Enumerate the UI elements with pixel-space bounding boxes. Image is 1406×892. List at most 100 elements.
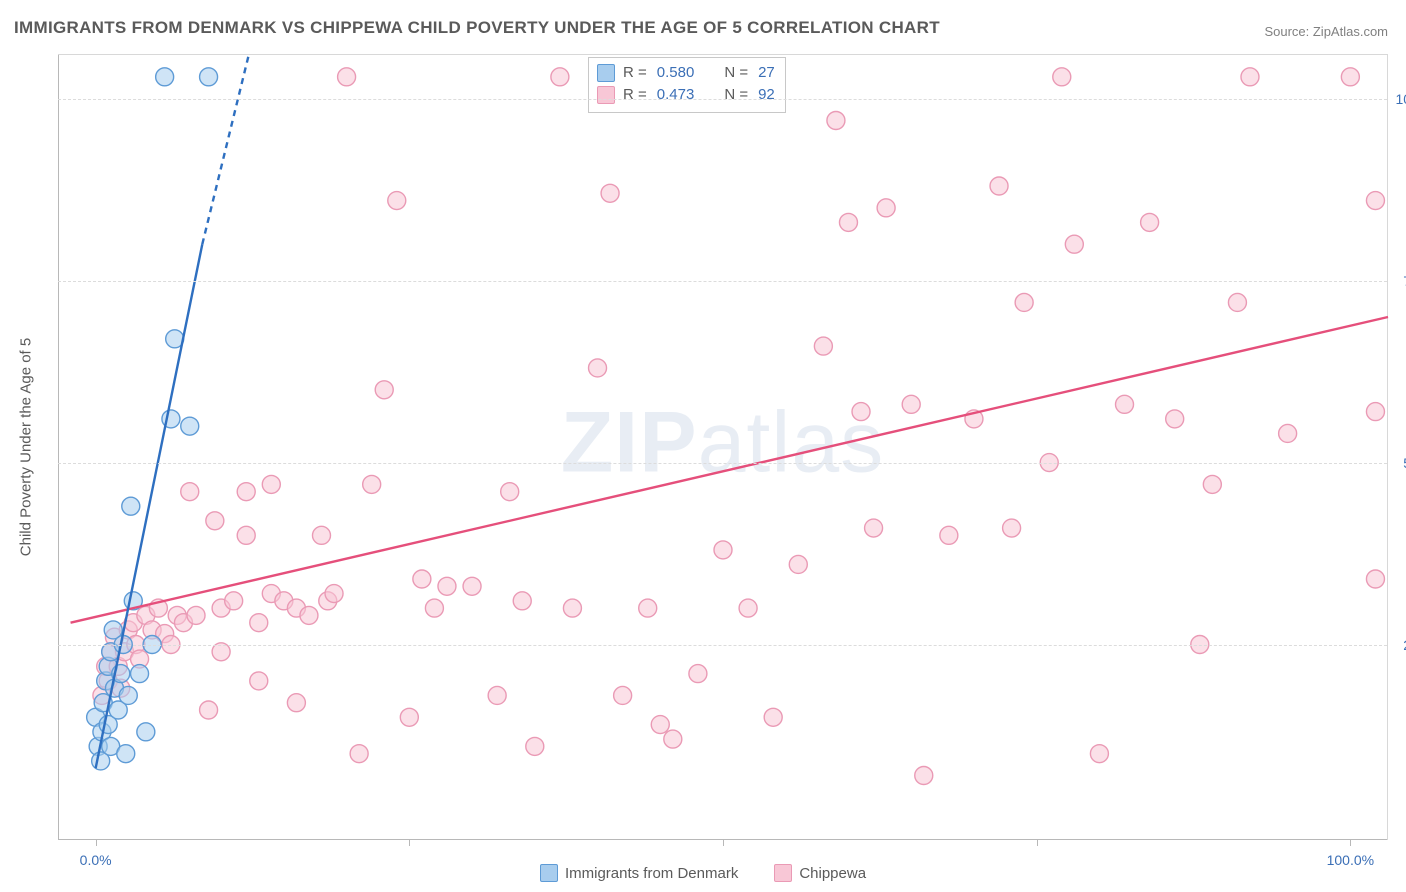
plot-area: ZIPatlas R =0.580N =27R =0.473N =92 25.0… [58,54,1388,840]
point-chippewa [739,599,757,617]
r-value: 0.580 [657,62,695,84]
point-chippewa [225,592,243,610]
y-tick-label: 50.0% [1393,455,1406,471]
point-chippewa [250,672,268,690]
point-chippewa [877,199,895,217]
series-legend: Immigrants from Denmark Chippewa [0,864,1406,886]
point-chippewa [852,403,870,421]
point-chippewa [764,708,782,726]
point-chippewa [526,737,544,755]
point-chippewa [181,483,199,501]
point-chippewa [300,606,318,624]
point-chippewa [1203,475,1221,493]
gridline [58,463,1387,464]
x-tick [723,840,724,846]
point-chippewa [400,708,418,726]
point-chippewa [902,395,920,413]
legend-item: Immigrants from Denmark [540,864,738,882]
point-chippewa [262,475,280,493]
point-denmark [181,417,199,435]
y-tick-label: 100.0% [1393,91,1406,107]
point-chippewa [651,716,669,734]
point-denmark [131,665,149,683]
point-chippewa [350,745,368,763]
stats-legend-row: R = 0.580 N = 27 [597,62,775,84]
point-chippewa [865,519,883,537]
point-chippewa [1090,745,1108,763]
point-chippewa [664,730,682,748]
point-chippewa [990,177,1008,195]
point-chippewa [915,767,933,785]
x-tick [409,840,410,846]
r-label: R = [623,62,647,84]
point-chippewa [614,686,632,704]
point-chippewa [287,694,305,712]
point-chippewa [237,526,255,544]
point-chippewa [714,541,732,559]
point-chippewa [237,483,255,501]
point-chippewa [488,686,506,704]
legend-label: Immigrants from Denmark [565,865,738,882]
point-chippewa [438,577,456,595]
x-tick [96,840,97,846]
n-label: N = [724,84,748,106]
point-chippewa [187,606,205,624]
x-tick [1037,840,1038,846]
point-chippewa [589,359,607,377]
point-chippewa [689,665,707,683]
r-value: 0.473 [657,84,695,106]
gridline [58,99,1387,100]
point-chippewa [200,701,218,719]
point-chippewa [1141,213,1159,231]
point-chippewa [513,592,531,610]
legend-swatch [597,86,615,104]
legend-swatch [774,864,792,882]
scatter-svg [58,55,1387,840]
point-chippewa [1366,570,1384,588]
point-denmark [156,68,174,86]
n-value: 27 [758,62,775,84]
point-chippewa [325,585,343,603]
gridline [58,645,1387,646]
legend-item: Chippewa [774,864,866,882]
legend-swatch [597,64,615,82]
y-tick-label: 75.0% [1393,273,1406,289]
point-chippewa [1166,410,1184,428]
point-denmark [122,497,140,515]
y-axis-label: Child Poverty Under the Age of 5 [18,338,35,556]
y-tick-label: 25.0% [1393,637,1406,653]
point-chippewa [1366,403,1384,421]
point-chippewa [940,526,958,544]
point-chippewa [1341,68,1359,86]
stats-legend: R = 0.580 N = 27R = 0.473 N = 92 [588,57,786,113]
point-chippewa [1241,68,1259,86]
point-denmark [119,686,137,704]
point-chippewa [1279,424,1297,442]
point-denmark [137,723,155,741]
point-chippewa [1228,293,1246,311]
point-chippewa [1065,235,1083,253]
point-chippewa [814,337,832,355]
n-label: N = [724,62,748,84]
x-tick [1350,840,1351,846]
gridline [58,281,1387,282]
point-chippewa [1003,519,1021,537]
trendline-denmark [96,244,203,768]
point-chippewa [425,599,443,617]
point-denmark [200,68,218,86]
point-chippewa [1053,68,1071,86]
point-chippewa [206,512,224,530]
point-chippewa [789,555,807,573]
point-chippewa [363,475,381,493]
point-chippewa [375,381,393,399]
point-chippewa [250,614,268,632]
point-denmark [117,745,135,763]
legend-label: Chippewa [799,865,866,882]
point-chippewa [463,577,481,595]
n-value: 92 [758,84,775,106]
chart-title: IMMIGRANTS FROM DENMARK VS CHIPPEWA CHIL… [14,18,940,38]
stats-legend-row: R =0.473N =92 [597,84,775,106]
point-chippewa [551,68,569,86]
point-chippewa [1116,395,1134,413]
trendline-chippewa [71,317,1388,623]
